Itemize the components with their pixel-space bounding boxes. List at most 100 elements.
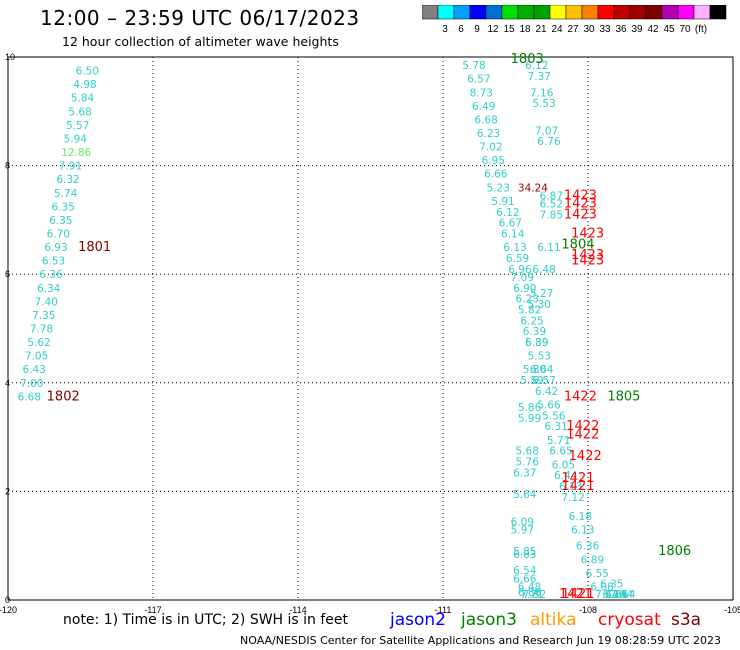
- wave-height-label: 7.05: [25, 351, 48, 363]
- wave-height-label: 6.66: [484, 169, 508, 181]
- wave-height-label: 5.82: [518, 304, 541, 316]
- wave-height-label: 6.57: [467, 74, 490, 86]
- wave-height-label: 6.12: [496, 207, 519, 219]
- wave-height-label: 7.71: [520, 589, 543, 601]
- wave-height-label: 6.34: [37, 283, 61, 295]
- time-label: 1423: [564, 197, 597, 212]
- colorbar-label: 12: [487, 24, 499, 35]
- wave-height-label: 6.32: [56, 174, 79, 186]
- time-label: 1421: [561, 479, 594, 494]
- colorbar-label: 33: [599, 24, 611, 35]
- wave-height-label: 6.36: [603, 589, 627, 601]
- wave-height-label: 5.91: [491, 196, 514, 208]
- wave-height-label: 5.86: [518, 402, 542, 414]
- wave-height-label: 12.86: [61, 147, 91, 159]
- wave-height-label: 7.02: [479, 142, 502, 154]
- wave-height-label: 5.71: [547, 435, 570, 447]
- colorbar-label: 42: [647, 24, 659, 35]
- wave-height-label: 6.68: [18, 391, 41, 403]
- wave-height-label: 5.64: [513, 489, 537, 501]
- wave-height-label: 6.11: [537, 242, 560, 254]
- wave-height-label: 7.09: [511, 272, 534, 284]
- wave-height-label: 5.59: [520, 375, 543, 387]
- wave-height-label: 6.89: [581, 554, 604, 566]
- x-tick-label: -108: [579, 605, 597, 615]
- wave-height-label: 5.57: [66, 120, 89, 132]
- wave-height-label: 7.35: [32, 310, 55, 322]
- wave-height-label: 7.85: [540, 209, 563, 221]
- colorbar-label: 9: [474, 24, 480, 35]
- colorbar-label: 15: [503, 24, 515, 35]
- wave-height-label: 6.09: [511, 516, 534, 528]
- chart-title: 12:00 – 23:59 UTC 06/17/2023: [40, 6, 360, 30]
- wave-height-label: 6.31: [545, 421, 568, 433]
- wave-height-label: 6.36: [576, 541, 600, 553]
- time-label: 1806: [658, 544, 691, 559]
- wave-height-label: 5.76: [516, 457, 540, 469]
- colorbar-label: 24: [551, 24, 563, 35]
- wave-height-label: 6.13: [503, 242, 526, 254]
- color-scale-legend: 3 6 9 12 15 18 21 24 27 30 33 36 39 42 45 70 (ft): [422, 5, 727, 35]
- wave-height-label: 8.73: [470, 87, 493, 99]
- time-label: 1802: [47, 389, 80, 404]
- wave-height-label: 6.42: [535, 386, 558, 398]
- wave-height-label: 6.36: [605, 589, 629, 601]
- y-tick-label: 6: [5, 269, 10, 279]
- wave-height-label: 5.53: [532, 98, 555, 110]
- x-tick-label: -120: [0, 605, 17, 615]
- wave-height-label: 6.35: [49, 215, 72, 227]
- wave-height-label: 6.44: [554, 470, 578, 482]
- wave-height-label: 6.25: [520, 315, 543, 327]
- wave-height-label: 7.32: [523, 589, 546, 601]
- colorbar-label: 36: [615, 24, 627, 35]
- chart-note: note: 1) Time is in UTC; 2) SWH is in fe…: [63, 612, 349, 628]
- wave-height-label: 6.39: [523, 326, 546, 338]
- legend-s3a: s3a: [671, 610, 702, 630]
- x-tick-label: -114: [289, 605, 306, 615]
- wave-height-label: 7.00: [20, 378, 43, 390]
- time-label: 1422: [564, 389, 597, 404]
- colorbar-label: 45: [663, 24, 675, 35]
- wave-height-label: 5.56: [542, 410, 566, 422]
- wave-height-label: 6.52: [540, 199, 563, 211]
- y-tick-label: 4: [5, 378, 10, 388]
- wave-height-label: 5.85: [513, 546, 536, 558]
- time-label: 1423: [571, 248, 604, 263]
- plot-frame: [7, 56, 734, 601]
- wave-height-label: 6.43: [23, 364, 46, 376]
- legend-jason2: jason2: [390, 610, 446, 630]
- wave-height-label: 7.37: [528, 71, 551, 83]
- wave-height-label: 5.80: [523, 364, 546, 376]
- time-label: 1421: [561, 471, 594, 486]
- time-label: 1803: [511, 52, 544, 67]
- wave-height-label: 6.13: [571, 524, 594, 536]
- x-tick-label: -105: [724, 605, 740, 615]
- wave-height-label: 5.99: [518, 413, 541, 425]
- wave-height-label: 6.48: [518, 581, 541, 593]
- time-label: 1423: [564, 188, 597, 203]
- time-label: 1805: [607, 389, 640, 404]
- wave-height-label: 6.59: [506, 253, 529, 265]
- wave-height-label: 6.89: [525, 337, 548, 349]
- wave-height-label: 4.98: [73, 79, 96, 91]
- time-label: 1801: [78, 240, 111, 255]
- chart-subtitle: 12 hour collection of altimeter wave hei…: [62, 34, 339, 49]
- wave-height-label: 5.74: [54, 188, 78, 200]
- wave-height-label: 6.05: [552, 459, 575, 471]
- wave-height-label: 6.13: [559, 481, 582, 493]
- wave-height-label: 6.08: [590, 581, 613, 593]
- wave-height-label: 6.68: [474, 114, 497, 126]
- wave-height-label: 6.67: [499, 218, 522, 230]
- time-label: 1423: [571, 254, 604, 269]
- colorbar-label: 6: [458, 24, 464, 35]
- wave-height-label: 7.44: [610, 589, 634, 601]
- wave-height-label: 6.23: [477, 128, 500, 140]
- wave-height-label: 6.65: [549, 446, 572, 458]
- legend-jason3: jason3: [461, 610, 517, 630]
- footer-credit: NOAA/NESDIS Center for Satellite Applica…: [240, 634, 722, 647]
- legend-altika: altika: [530, 610, 577, 630]
- wave-height-label: 7.16: [530, 87, 554, 99]
- wave-height-label: 6.23: [516, 294, 539, 306]
- wave-height-label: 6.55: [586, 568, 609, 580]
- y-tick-label: 2: [5, 486, 10, 496]
